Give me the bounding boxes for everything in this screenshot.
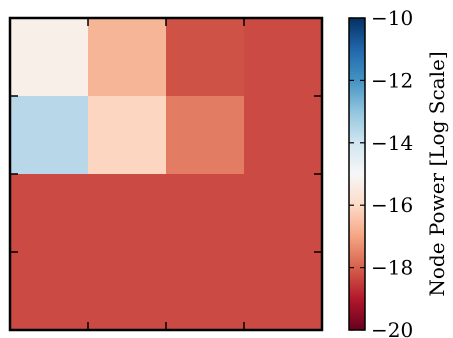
colorbar-tick-label: −12	[371, 68, 413, 92]
heatmap-cell	[10, 96, 89, 175]
heatmap-cell	[244, 252, 323, 331]
heatmap-cell	[10, 252, 89, 331]
colorbar-tick-label: −14	[371, 131, 413, 155]
heatmap-cell	[166, 252, 245, 331]
heatmap-cells	[10, 18, 323, 331]
heatmap-cell	[10, 18, 89, 97]
colorbar-tick-label: −20	[371, 318, 413, 338]
colorbar	[348, 17, 366, 331]
heatmap-cell	[166, 18, 245, 97]
axis-ticks	[10, 18, 322, 330]
heatmap-cell	[88, 252, 167, 331]
heatmap-cell	[244, 174, 323, 253]
colorbar-tick-label: −18	[371, 256, 413, 280]
colorbar-label: Node Power [Log Scale]	[425, 51, 449, 296]
heatmap-cell	[166, 174, 245, 253]
heatmap-cell	[244, 96, 323, 175]
heatmap-cell	[166, 96, 245, 175]
heatmap-cell	[10, 174, 89, 253]
colorbar-ticks: −10 −12 −14 −16 −18 −20	[349, 6, 413, 338]
colorbar-tick-label: −16	[371, 193, 413, 217]
colorbar-tick-label: −10	[371, 6, 413, 30]
heatmap-cell	[244, 18, 323, 97]
heatmap-cell	[88, 18, 167, 97]
heatmap-cell	[88, 96, 167, 175]
heatmap-cell	[88, 174, 167, 253]
